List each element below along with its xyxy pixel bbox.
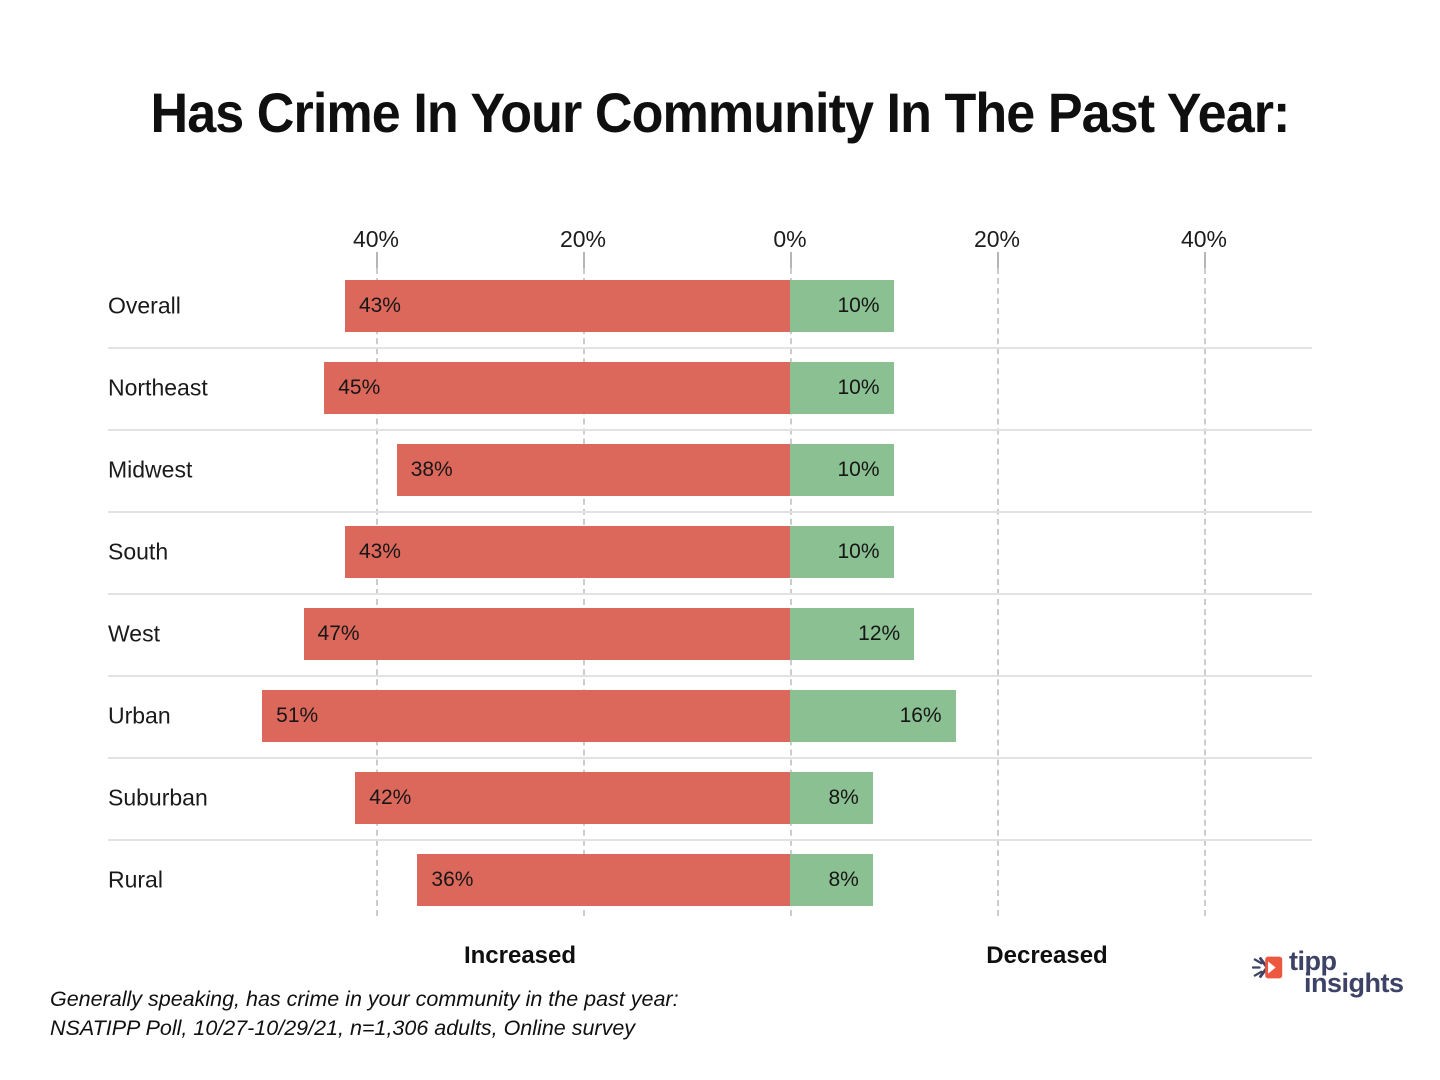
increased-value-label: 42% — [369, 786, 412, 809]
decreased-bar: 10% — [790, 444, 894, 496]
axis-tick-label: 0% — [773, 226, 807, 252]
axis-tick-mark — [1204, 252, 1206, 268]
logo-text-tipp: tipp — [1289, 946, 1337, 976]
vertical-gridline — [997, 268, 999, 916]
decreased-value-label: 10% — [837, 376, 880, 399]
decreased-value-label: 10% — [837, 294, 880, 317]
increased-value-label: 43% — [358, 294, 401, 317]
category-label: West — [108, 620, 160, 647]
row-separator — [108, 429, 1312, 431]
tipp-insights-logo: tipp insights — [1251, 946, 1404, 998]
category-label: Northeast — [108, 374, 208, 401]
increased-bar: 43% — [344, 526, 790, 578]
decreased-bar: 12% — [790, 608, 915, 660]
category-label: Midwest — [108, 456, 193, 483]
row-separator — [108, 757, 1312, 759]
footnote: Generally speaking, has crime in your co… — [50, 985, 679, 1043]
decreased-value-label: 12% — [858, 622, 901, 645]
increased-bar: 38% — [396, 444, 790, 496]
vertical-gridline — [376, 268, 378, 916]
row-separator — [108, 347, 1312, 349]
vertical-gridline — [1204, 268, 1206, 916]
increased-value-label: 45% — [338, 376, 381, 399]
axis-tick-label: 20% — [559, 226, 607, 252]
vertical-gridline — [790, 268, 792, 916]
axis-tick-mark — [376, 252, 378, 268]
category-label: South — [108, 538, 169, 565]
decreased-bar: 10% — [790, 526, 894, 578]
category-label: Suburban — [108, 784, 208, 811]
increased-value-label: 43% — [358, 540, 401, 563]
tipp-arrow-icon — [1251, 950, 1286, 991]
decreased-bar: 16% — [790, 690, 956, 742]
decreased-value-label: 8% — [828, 868, 859, 891]
row-separator — [108, 593, 1312, 595]
axis-tick-label: 20% — [973, 226, 1021, 252]
decreased-value-label: 10% — [837, 540, 880, 563]
category-label: Urban — [108, 702, 171, 729]
row-separator — [108, 839, 1312, 841]
axis-tick-mark — [997, 252, 999, 268]
axis-tick-mark — [790, 252, 792, 268]
increased-bar: 43% — [344, 280, 790, 332]
increased-bar: 36% — [417, 854, 790, 906]
increased-value-label: 38% — [410, 458, 453, 481]
decreased-value-label: 10% — [837, 458, 880, 481]
increased-bar: 47% — [303, 608, 790, 660]
vertical-gridline — [583, 268, 585, 916]
decreased-bar: 8% — [790, 854, 873, 906]
decreased-value-label: 16% — [899, 704, 942, 727]
chart-title: Has Crime In Your Community In The Past … — [150, 81, 1291, 144]
footnote-line-2: NSATIPP Poll, 10/27-10/29/21, n=1,306 ad… — [50, 1016, 636, 1040]
footnote-line-1: Generally speaking, has crime in your co… — [50, 987, 679, 1011]
increased-value-label: 36% — [431, 868, 474, 891]
decreased-value-label: 8% — [828, 786, 859, 809]
increased-value-label: 51% — [276, 704, 319, 727]
axis-tick-label: 40% — [1180, 226, 1228, 252]
increased-value-label: 47% — [317, 622, 360, 645]
category-label: Overall — [108, 292, 181, 319]
axis-tick-mark — [583, 252, 585, 268]
decreased-bar: 10% — [790, 362, 894, 414]
increased-bar: 51% — [262, 690, 790, 742]
decreased-bar: 10% — [790, 280, 894, 332]
row-separator — [108, 511, 1312, 513]
logo-text-insights: insights — [1304, 968, 1404, 998]
increased-bar: 45% — [324, 362, 790, 414]
legend-increased-label: Increased — [463, 942, 577, 969]
increased-bar: 42% — [355, 772, 790, 824]
row-separator — [108, 675, 1312, 677]
legend-decreased-label: Decreased — [986, 942, 1108, 969]
decreased-bar: 8% — [790, 772, 873, 824]
category-label: Rural — [108, 866, 163, 893]
axis-tick-label: 40% — [352, 226, 400, 252]
